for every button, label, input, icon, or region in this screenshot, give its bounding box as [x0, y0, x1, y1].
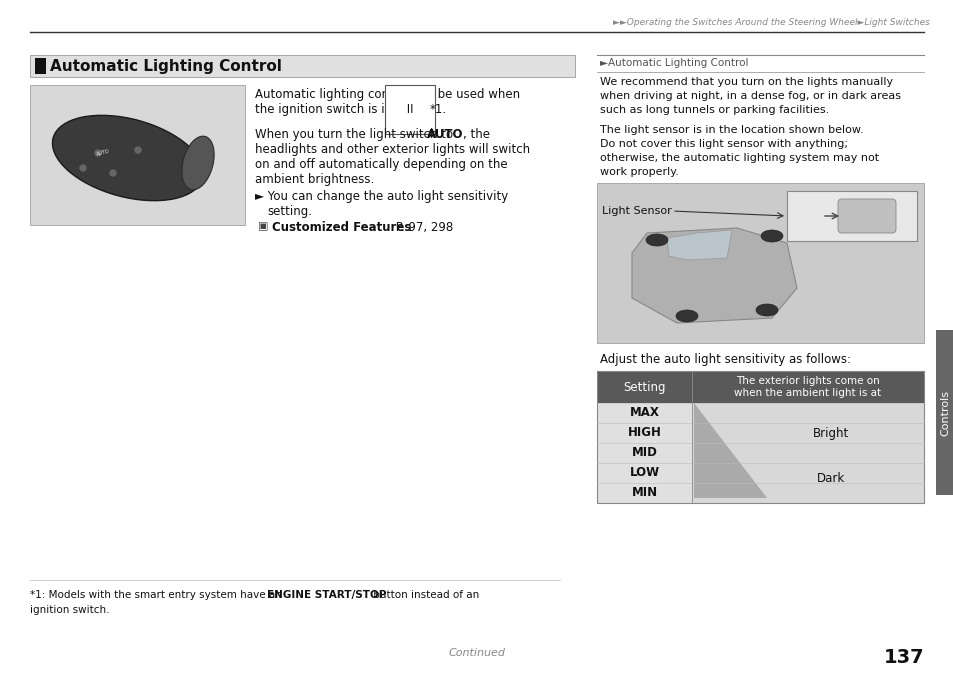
- Bar: [691, 403, 923, 503]
- Text: MID: MID: [631, 446, 657, 460]
- Text: button instead of an: button instead of an: [370, 590, 478, 600]
- Text: Automatic Lighting Control: Automatic Lighting Control: [50, 59, 281, 73]
- Text: work properly.: work properly.: [599, 167, 679, 177]
- Bar: [30, 85, 245, 225]
- Text: Adjust the auto light sensitivity as follows:: Adjust the auto light sensitivity as fol…: [599, 353, 850, 366]
- Polygon shape: [631, 228, 796, 323]
- Text: the ignition switch is in ON: the ignition switch is in ON: [254, 103, 417, 116]
- Text: LOW: LOW: [629, 466, 659, 479]
- Text: such as long tunnels or parking facilities.: such as long tunnels or parking faciliti…: [599, 105, 828, 115]
- Text: Continued: Continued: [448, 648, 505, 658]
- Bar: [691, 371, 923, 403]
- Text: The exterior lights come on
when the ambient light is at: The exterior lights come on when the amb…: [734, 376, 881, 398]
- Ellipse shape: [676, 310, 698, 322]
- Ellipse shape: [52, 115, 203, 201]
- Text: Automatic lighting control can be used when: Automatic lighting control can be used w…: [254, 88, 519, 101]
- Text: *1.: *1.: [430, 103, 447, 116]
- Text: ambient brightness.: ambient brightness.: [254, 173, 374, 186]
- Text: Customized Features: Customized Features: [272, 221, 411, 234]
- Text: Dark: Dark: [816, 472, 844, 485]
- Circle shape: [80, 165, 86, 171]
- Text: ► You can change the auto light sensitivity: ► You can change the auto light sensitiv…: [254, 190, 508, 203]
- Text: HIGH: HIGH: [627, 427, 660, 439]
- Text: AUTO: AUTO: [95, 149, 111, 157]
- Text: We recommend that you turn on the lights manually: We recommend that you turn on the lights…: [599, 77, 892, 87]
- Ellipse shape: [645, 234, 667, 246]
- Ellipse shape: [760, 230, 782, 242]
- Text: ►Automatic Lighting Control: ►Automatic Lighting Control: [599, 58, 748, 68]
- Bar: [597, 403, 691, 423]
- Polygon shape: [693, 403, 766, 498]
- Text: 137: 137: [882, 648, 923, 667]
- Bar: [597, 463, 691, 483]
- Text: MAX: MAX: [629, 406, 659, 419]
- Text: ignition switch.: ignition switch.: [30, 605, 110, 615]
- Text: II: II: [402, 103, 416, 116]
- Text: Do not cover this light sensor with anything;: Do not cover this light sensor with anyt…: [599, 139, 847, 149]
- Text: Light Sensor: Light Sensor: [601, 206, 671, 216]
- Text: Bright: Bright: [812, 427, 848, 439]
- Text: setting.: setting.: [267, 205, 312, 218]
- Bar: [597, 371, 691, 403]
- Text: ▣: ▣: [257, 221, 268, 231]
- Text: Setting: Setting: [622, 381, 665, 394]
- Bar: [597, 443, 691, 463]
- Text: ENGINE START/STOP: ENGINE START/STOP: [267, 590, 386, 600]
- Text: P. 97, 298: P. 97, 298: [392, 221, 453, 234]
- Bar: [935, 330, 953, 495]
- Text: ►►Operating the Switches Around the Steering Wheel►Light Switches: ►►Operating the Switches Around the Stee…: [613, 18, 929, 27]
- Text: Controls: Controls: [939, 390, 949, 435]
- Circle shape: [110, 170, 116, 176]
- Bar: [597, 483, 691, 503]
- Bar: [597, 423, 691, 443]
- Bar: [35, 58, 46, 74]
- Text: MIN: MIN: [631, 487, 657, 499]
- Text: headlights and other exterior lights will switch: headlights and other exterior lights wil…: [254, 143, 530, 156]
- FancyBboxPatch shape: [837, 199, 895, 233]
- Circle shape: [135, 147, 141, 153]
- Ellipse shape: [182, 136, 213, 190]
- Bar: [597, 371, 923, 503]
- Bar: [786, 191, 916, 241]
- Text: otherwise, the automatic lighting system may not: otherwise, the automatic lighting system…: [599, 153, 879, 163]
- Bar: [597, 183, 923, 343]
- Text: , the: , the: [462, 128, 490, 141]
- Text: When you turn the light switch to: When you turn the light switch to: [254, 128, 456, 141]
- Ellipse shape: [755, 304, 778, 316]
- Polygon shape: [666, 230, 731, 260]
- Bar: [30, 55, 575, 77]
- Text: The light sensor is in the location shown below.: The light sensor is in the location show…: [599, 125, 862, 135]
- Text: on and off automatically depending on the: on and off automatically depending on th…: [254, 158, 507, 171]
- Circle shape: [95, 150, 101, 156]
- Text: when driving at night, in a dense fog, or in dark areas: when driving at night, in a dense fog, o…: [599, 91, 900, 101]
- Text: AUTO: AUTO: [427, 128, 463, 141]
- Text: *1: Models with the smart entry system have an: *1: Models with the smart entry system h…: [30, 590, 285, 600]
